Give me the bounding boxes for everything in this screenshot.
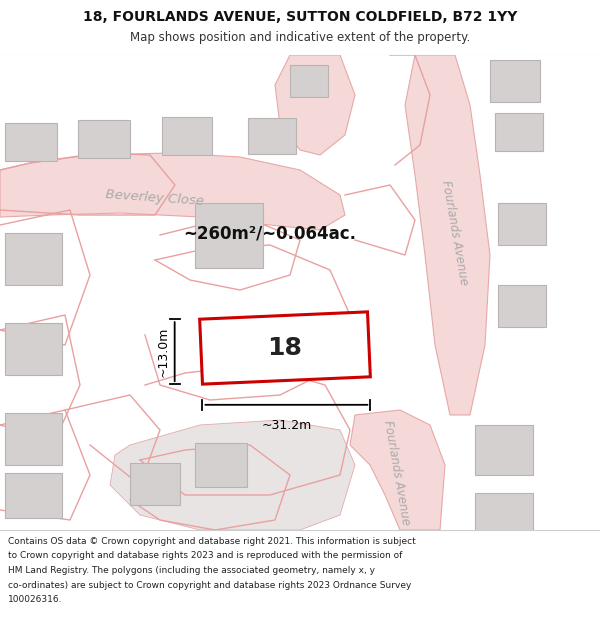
Bar — [290, 65, 328, 97]
Bar — [490, 60, 540, 102]
Polygon shape — [0, 153, 345, 230]
Bar — [5, 123, 57, 161]
Bar — [475, 493, 533, 535]
Bar — [498, 285, 546, 327]
Text: ~260m²/~0.064ac.: ~260m²/~0.064ac. — [184, 224, 356, 242]
Bar — [5, 473, 62, 518]
Text: 18, FOURLANDS AVENUE, SUTTON COLDFIELD, B72 1YY: 18, FOURLANDS AVENUE, SUTTON COLDFIELD, … — [83, 10, 517, 24]
Text: ~31.2m: ~31.2m — [261, 419, 311, 432]
Text: Beverley Close: Beverley Close — [106, 188, 205, 208]
Bar — [248, 118, 296, 154]
Bar — [195, 443, 247, 487]
Bar — [78, 120, 130, 158]
Bar — [475, 425, 533, 475]
Bar — [195, 203, 263, 268]
Bar — [130, 463, 180, 505]
Bar — [5, 413, 62, 465]
Text: ~13.0m: ~13.0m — [157, 326, 170, 377]
Text: Map shows position and indicative extent of the property.: Map shows position and indicative extent… — [130, 31, 470, 44]
Bar — [5, 233, 62, 285]
Bar — [162, 117, 212, 155]
Polygon shape — [110, 420, 355, 530]
Text: Contains OS data © Crown copyright and database right 2021. This information is : Contains OS data © Crown copyright and d… — [8, 537, 416, 546]
Polygon shape — [350, 410, 445, 530]
Bar — [5, 323, 62, 375]
Polygon shape — [405, 55, 490, 415]
Text: Fourlands Avenue: Fourlands Avenue — [439, 179, 470, 286]
Text: co-ordinates) are subject to Crown copyright and database rights 2023 Ordnance S: co-ordinates) are subject to Crown copyr… — [8, 581, 412, 589]
Bar — [495, 113, 543, 151]
Text: 18: 18 — [268, 336, 302, 360]
Text: HM Land Registry. The polygons (including the associated geometry, namely x, y: HM Land Registry. The polygons (includin… — [8, 566, 375, 575]
Text: Fourlands Avenue: Fourlands Avenue — [382, 419, 413, 526]
Text: to Crown copyright and database rights 2023 and is reproduced with the permissio: to Crown copyright and database rights 2… — [8, 551, 403, 561]
Polygon shape — [275, 55, 355, 155]
Bar — [498, 203, 546, 245]
Text: 100026316.: 100026316. — [8, 595, 62, 604]
Polygon shape — [200, 312, 370, 384]
